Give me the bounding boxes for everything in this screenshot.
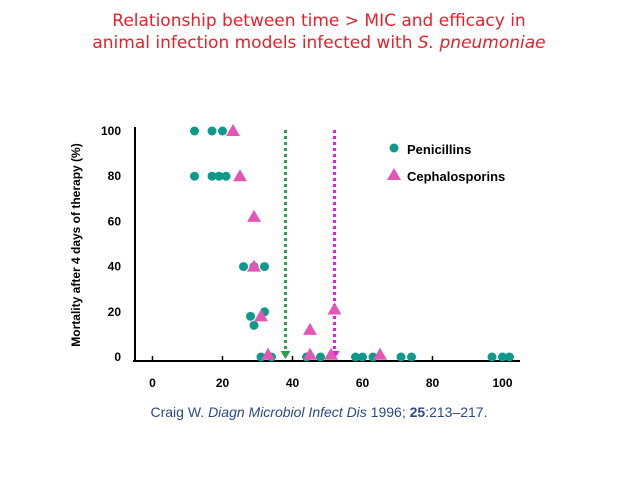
- reference-arrow-1: [280, 351, 291, 359]
- x-tick-label: 0: [149, 376, 156, 390]
- citation-journal: Diagn Microbiol Infect Dis: [208, 404, 367, 420]
- penicillin-point: [207, 126, 217, 136]
- penicillin-point: [487, 352, 497, 362]
- cephalosporin-point: [233, 169, 247, 182]
- cephalosporin-point: [303, 322, 317, 335]
- penicillin-point: [190, 171, 199, 181]
- penicillin-point: [214, 171, 224, 181]
- y-axis-label: Mortality after 4 days of therapy (%): [69, 143, 83, 346]
- title-line-2-text: animal infection models infected with: [92, 33, 418, 53]
- penicillin-point: [316, 352, 325, 362]
- legend-cephalosporins-marker: [387, 168, 401, 180]
- penicillin-point: [260, 262, 269, 272]
- cephalosporin-point: [324, 347, 338, 360]
- penicillin-point: [351, 352, 360, 362]
- title-organism: S. pneumoniae: [417, 33, 546, 53]
- penicillin-point: [358, 352, 367, 362]
- data-points: [190, 124, 514, 362]
- x-tick-label: 20: [216, 376, 230, 390]
- y-tick-label: 80: [108, 169, 122, 183]
- tick-labels: 0 20 40 60 80 100 0 20 40 60 80 100: [101, 124, 513, 390]
- penicillin-point: [190, 126, 199, 136]
- penicillin-point: [239, 262, 248, 272]
- cephalosporin-point: [373, 347, 387, 360]
- y-tick-label: 100: [101, 124, 121, 138]
- x-tick-label: 100: [492, 376, 512, 390]
- citation: Craig W. Diagn Microbiol Infect Dis 1996…: [0, 404, 638, 420]
- x-tick-label: 40: [286, 376, 300, 390]
- citation-year: 1996;: [366, 404, 410, 420]
- x-tick-label: 80: [426, 376, 440, 390]
- cephalosporin-point: [226, 124, 240, 136]
- penicillin-point: [207, 171, 217, 181]
- penicillin-point: [396, 352, 406, 362]
- title-line-2: animal infection models infected with S.…: [0, 32, 638, 54]
- y-tick-label: 20: [108, 305, 122, 319]
- legend-penicillins-marker: [389, 143, 399, 153]
- citation-volume: 25: [409, 404, 426, 420]
- cephalosporin-point: [303, 347, 317, 360]
- legend: Penicillins Cephalosporins: [387, 142, 505, 184]
- cephalosporin-point: [247, 209, 261, 222]
- legend-label: Penicillins: [407, 142, 471, 157]
- penicillin-point: [218, 126, 227, 136]
- penicillin-point: [246, 311, 255, 321]
- y-tick-label: 40: [108, 260, 122, 274]
- y-tick-label: 0: [114, 350, 121, 364]
- citation-author: Craig W.: [150, 404, 209, 420]
- axes: [133, 127, 520, 362]
- title-line-1: Relationship between time > MIC and effi…: [112, 11, 526, 31]
- penicillin-point: [249, 320, 259, 330]
- cephalosporin-point: [247, 259, 261, 272]
- cephalosporin-point: [261, 347, 275, 360]
- cephalosporin-point: [254, 309, 268, 322]
- x-tick-label: 60: [356, 376, 370, 390]
- cephalosporin-point: [327, 302, 342, 315]
- penicillin-point: [407, 352, 416, 362]
- penicillin-point: [221, 171, 231, 181]
- chart-title: Relationship between time > MIC and effi…: [0, 10, 638, 54]
- citation-pages: :213–217.: [425, 404, 488, 420]
- y-tick-label: 60: [108, 214, 122, 228]
- legend-label: Cephalosporins: [407, 169, 505, 184]
- penicillin-point: [498, 352, 507, 362]
- penicillin-point: [505, 352, 514, 362]
